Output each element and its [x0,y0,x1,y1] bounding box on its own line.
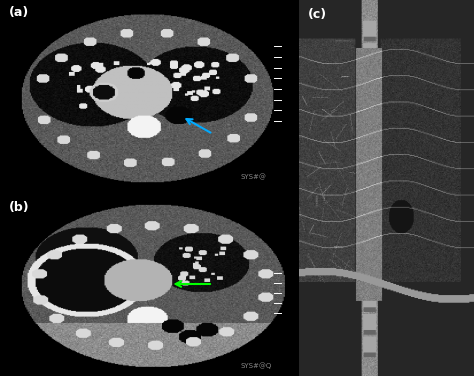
Text: SYS#@Q: SYS#@Q [241,362,272,369]
Text: SYS#@: SYS#@ [241,173,267,180]
Text: (b): (b) [9,201,29,214]
Text: (a): (a) [9,6,29,19]
Text: (c): (c) [307,8,327,21]
